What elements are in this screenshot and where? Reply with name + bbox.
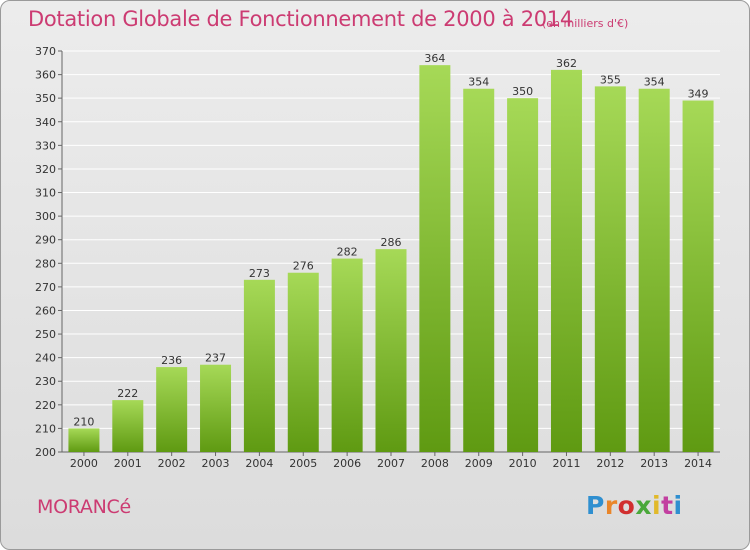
bar — [419, 65, 451, 452]
logo-letter: o — [617, 491, 636, 520]
y-tick-label: 220 — [35, 399, 56, 412]
y-tick-label: 270 — [35, 281, 56, 294]
bar — [243, 279, 275, 452]
bar — [638, 88, 670, 452]
x-tick-label: 2013 — [640, 457, 668, 470]
y-tick-label: 240 — [35, 352, 56, 365]
bar — [287, 272, 319, 452]
data-label: 236 — [161, 354, 182, 367]
x-tick-label: 2012 — [596, 457, 624, 470]
x-tick-label: 2005 — [289, 457, 317, 470]
bar — [463, 88, 495, 452]
y-tick-label: 360 — [35, 69, 56, 82]
y-tick-label: 340 — [35, 116, 56, 129]
x-tick-label: 2006 — [333, 457, 361, 470]
x-tick-label: 2008 — [421, 457, 449, 470]
proxiti-logo[interactable]: Proxiti — [586, 491, 683, 520]
y-tick-label: 370 — [35, 45, 56, 58]
x-tick-label: 2003 — [202, 457, 230, 470]
commune-name: MORANCé — [37, 496, 131, 518]
data-label: 210 — [73, 415, 94, 428]
logo-letter: P — [586, 491, 605, 520]
y-tick-label: 230 — [35, 375, 56, 388]
y-tick-label: 210 — [35, 422, 56, 435]
logo-letter: i — [673, 491, 683, 520]
x-tick-label: 2010 — [509, 457, 537, 470]
bar — [331, 258, 363, 452]
y-tick-label: 310 — [35, 187, 56, 200]
data-label: 286 — [381, 236, 402, 249]
data-label: 237 — [205, 352, 226, 365]
bar — [200, 364, 232, 452]
bar — [507, 98, 539, 453]
bars — [68, 65, 714, 453]
x-tick-label: 2004 — [245, 457, 273, 470]
y-tick-label: 320 — [35, 163, 56, 176]
data-label: 362 — [556, 57, 577, 70]
data-label: 222 — [117, 387, 138, 400]
data-label: 354 — [468, 76, 489, 89]
data-label: 273 — [249, 267, 270, 280]
data-label: 276 — [293, 260, 314, 273]
y-tick-label: 280 — [35, 257, 56, 270]
bar — [550, 69, 582, 452]
y-tick-label: 260 — [35, 304, 56, 317]
data-labels: 210 222 236 237 273 276 282 286 364 354 350 362 355 3… — [73, 52, 708, 428]
data-label: 355 — [600, 73, 621, 86]
x-tick-label: 2014 — [684, 457, 712, 470]
data-label: 350 — [512, 85, 533, 98]
y-tick-label: 330 — [35, 139, 56, 152]
x-tick-label: 2002 — [158, 457, 186, 470]
bar — [156, 367, 188, 452]
x-tick-label: 2000 — [70, 457, 98, 470]
x-tick-label: 2001 — [114, 457, 142, 470]
x-tick-label: 2011 — [552, 457, 580, 470]
data-label: 282 — [337, 246, 358, 259]
chart-subtitle: (en milliers d'€) — [542, 17, 629, 30]
bar — [375, 249, 407, 452]
data-label: 354 — [644, 76, 665, 89]
logo-letter: t — [661, 491, 674, 520]
logo-letter: i — [652, 491, 662, 520]
data-label: 364 — [424, 52, 445, 65]
y-tick-label: 290 — [35, 234, 56, 247]
logo-letter: x — [635, 491, 652, 520]
data-label: 349 — [688, 88, 709, 101]
y-tick-label: 300 — [35, 210, 56, 223]
y-tick-label: 200 — [35, 446, 56, 459]
bar — [682, 100, 714, 453]
logo-letter: r — [604, 491, 618, 520]
bar — [594, 86, 626, 452]
bar — [68, 428, 100, 452]
x-tick-label: 2007 — [377, 457, 405, 470]
y-tick-label: 350 — [35, 92, 56, 105]
bar — [112, 400, 144, 452]
y-tick-label: 250 — [35, 328, 56, 341]
chart-title: Dotation Globale de Fonctionnement de 20… — [28, 7, 573, 31]
x-tick-label: 2009 — [465, 457, 493, 470]
